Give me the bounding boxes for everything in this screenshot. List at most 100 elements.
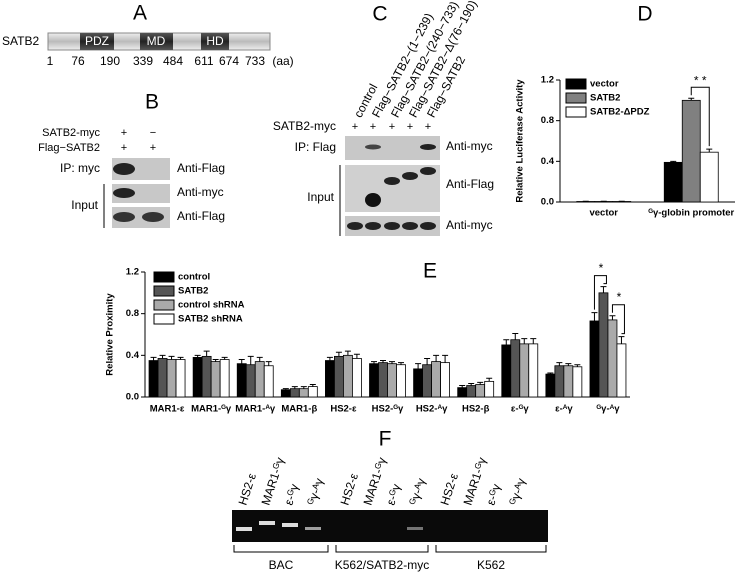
ip-label: IP: Flag [295,140,336,154]
bar [378,362,388,398]
bar [201,355,212,398]
x-tick-label: MAR1-ε [150,404,185,415]
error-bar [459,385,466,388]
error-bar [194,354,201,358]
significance-bracket [593,275,607,310]
lane-label: ε-ᴳγ [282,482,302,507]
legend-swatch [153,313,175,325]
error-bar [424,357,431,365]
group-label: BAC [269,558,294,572]
bar [369,363,379,398]
sign: + [389,121,395,133]
error-bar [256,356,263,362]
antibody-label: Anti-Flag [446,177,494,191]
gel-bands [236,521,423,531]
group-bracket [233,545,329,553]
panel-letter: E [423,260,437,283]
error-bar [477,381,484,385]
bar [519,343,530,398]
error-bar [706,148,713,153]
bar [545,373,556,398]
lane-label: ε-ᴳγ [384,482,404,507]
x-tick-label: MAR1-ᴳγ [191,404,232,415]
bar [663,161,683,203]
bar [431,361,441,398]
domain-box [140,33,173,50]
error-bar [326,356,333,361]
error-bar [547,372,554,375]
group-bracket [335,545,429,553]
error-bar [688,97,695,101]
annotation: * * [694,73,707,87]
panel-letter: F [379,428,392,451]
error-bar [486,377,493,382]
row-label: SATB2-myc [42,127,100,139]
group-label: K562/SATB2-myc [335,558,429,572]
bar [466,385,477,398]
bar [245,364,256,398]
bar [387,363,397,398]
error-bar [521,338,528,344]
error-bar [159,354,166,359]
position-label: 1 [47,54,54,68]
y-axis-label: Relative Luciferase Activity [515,79,526,203]
band [142,212,164,222]
bar [298,388,309,398]
lane-label: ε-ᴳγ [484,482,504,507]
error-bar [221,356,228,360]
bar [422,364,432,398]
bar [396,364,406,398]
bar [166,359,177,398]
antibody-label: Anti-Flag [177,209,225,223]
error-bar [433,354,440,362]
sign: + [150,142,156,154]
bar [699,151,719,203]
error-bar [371,361,377,364]
bar [157,358,168,398]
error-bar [309,384,316,387]
bar [475,384,486,398]
antibody-label: Anti-myc [177,185,224,199]
y-axis-label: Relative Proximity [105,293,116,376]
error-bar [591,312,598,321]
panel-letter: D [637,3,652,26]
sign: + [370,121,376,133]
legend-swatch [153,285,175,297]
lane-label: HS2-ε [236,471,260,507]
x-tick-label: HS2-ᴬγ [416,404,448,415]
domain-label: PDZ [85,34,109,48]
bar [563,365,574,398]
bar [413,368,423,398]
error-bar [389,361,395,364]
position-label: 611 [194,54,213,68]
sign: + [425,121,431,133]
error-bar [150,356,157,361]
lane-label: ᴳγ-ᴬγ [407,477,429,507]
legend-label: vector [590,79,619,90]
sign: − [150,127,156,139]
error-bar [177,356,184,360]
bar [616,343,627,398]
error-bar [556,362,563,366]
x-tick-label: HS2-ε [330,404,357,415]
domain-box [201,33,229,50]
panel-letter: A [133,2,147,25]
bar [210,361,221,398]
x-tick-label: vector [589,208,618,219]
bar [440,362,450,398]
error-bar [600,286,607,293]
x-tick-label: ε-ᴳγ [511,404,529,415]
ip-label: IP: myc [60,161,100,175]
lane-label: ᴳγ-ᴬγ [507,477,529,507]
lane-label: HS2-ε [338,471,362,507]
row-label: SATB2-myc [273,119,336,133]
band [113,212,135,222]
y-tick-label: 1.2 [541,75,554,86]
group-label: K562 [477,558,505,572]
error-bar [565,363,572,366]
bar [148,360,159,398]
error-bar [238,359,245,364]
bar [501,344,512,398]
bar [484,380,495,398]
